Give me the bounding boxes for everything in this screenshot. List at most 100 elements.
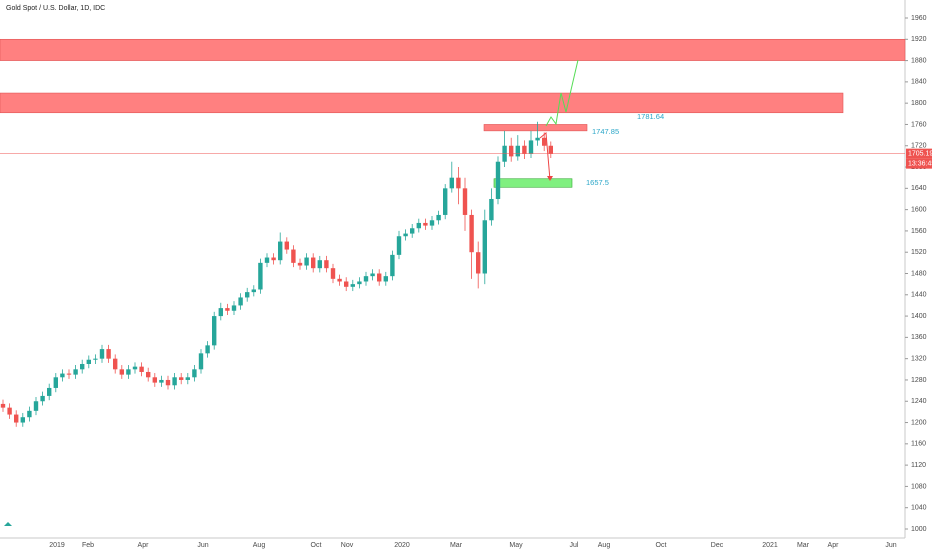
candle-body [304, 257, 309, 266]
candle-body [278, 241, 283, 261]
candle-body [396, 236, 402, 255]
y-tick-label: 1920 [911, 36, 927, 43]
bullish-projection [545, 59, 579, 127]
candle-body [159, 379, 164, 383]
candle-body [297, 262, 303, 266]
candle-body [271, 257, 276, 261]
candle-body [495, 161, 501, 199]
price-axis: 1000 1040 1080 1120 1160 1200 1240 1280 1320 1360… [49, 15, 932, 549]
candle-body [113, 358, 118, 370]
candle-body [416, 222, 421, 229]
candle-body [93, 358, 98, 360]
y-tick-label: 1160 [911, 441, 926, 448]
x-tick-label: Feb [82, 542, 94, 549]
y-tick-label: 1560 [911, 228, 927, 235]
candle-body [357, 281, 362, 285]
candle-body [363, 276, 369, 282]
candle-body [132, 366, 138, 370]
x-tick-label: Apr [828, 542, 840, 549]
x-tick-label: Jun [197, 542, 208, 549]
candle-body [205, 345, 210, 354]
y-tick-label: 1760 [911, 121, 927, 128]
candle-body [443, 188, 448, 215]
x-tick-label: Apr [138, 542, 150, 549]
candle-body [192, 369, 197, 378]
y-tick-label: 1280 [911, 377, 927, 384]
candle-body [390, 254, 395, 277]
candle-body [53, 377, 58, 388]
candle-body [80, 363, 85, 370]
x-tick-label: 2020 [394, 542, 410, 549]
candle-body [198, 353, 204, 370]
x-tick-label: Oct [311, 542, 322, 549]
y-tick-label: 1520 [911, 249, 927, 256]
candle-body [317, 260, 322, 269]
candle-body [126, 369, 131, 375]
candle-body [139, 366, 144, 372]
candle-body [522, 145, 527, 154]
zones: 1781.64 1747.85 1657.5 [0, 38, 906, 188]
x-tick-label: Nov [341, 542, 354, 549]
candle-body [47, 387, 52, 396]
candle-body [429, 220, 435, 226]
candle-body [449, 177, 454, 189]
candle-body [165, 379, 171, 386]
y-tick-label: 1440 [911, 292, 927, 299]
candle-body [231, 305, 237, 311]
candle-body [33, 401, 39, 411]
candle-body [251, 289, 256, 293]
candle-body [20, 417, 25, 423]
y-tick-label: 1480 [911, 270, 927, 277]
zone [0, 92, 844, 114]
candle-body [99, 349, 105, 359]
candle-body [515, 145, 520, 157]
y-tick-label: 1840 [911, 79, 927, 86]
y-tick-label: 1960 [911, 15, 927, 22]
y-tick-label: 1720 [911, 143, 927, 150]
zone-label: 1747.85 [592, 127, 619, 136]
y-tick-label: 1360 [911, 334, 927, 341]
zone-label: 1657.5 [586, 178, 609, 187]
candle-body [528, 140, 534, 154]
candle-body [60, 373, 65, 378]
x-tick-label: Mar [450, 542, 463, 549]
y-tick-label: 1040 [911, 505, 927, 512]
candle-body [106, 349, 111, 359]
candle-body [40, 395, 45, 402]
x-tick-label: Aug [253, 542, 266, 549]
candle-body [245, 292, 250, 298]
x-tick-label: Jul [570, 542, 579, 549]
candle-body [86, 359, 91, 364]
candle-body [179, 377, 184, 380]
x-tick-label: Mar [797, 542, 810, 549]
candle-body [172, 377, 177, 386]
candle-body [462, 188, 468, 215]
candle-body [146, 371, 151, 378]
x-tick-label: Aug [598, 542, 611, 549]
y-tick-label: 1320 [911, 356, 927, 363]
candle-body [509, 145, 514, 157]
candle-body [489, 198, 494, 221]
candle-body [350, 284, 355, 287]
candle-body [337, 278, 342, 282]
candle-body [284, 241, 289, 250]
candle-body [258, 262, 263, 290]
y-tick-label: 1400 [911, 313, 927, 320]
zone [493, 178, 573, 188]
countdown-label: 13:36:45 [908, 160, 932, 167]
last-price-tag [906, 148, 932, 159]
chart-title: Gold Spot / U.S. Dollar, 1D, IDC [6, 5, 105, 12]
candle-body [7, 407, 12, 415]
candle-body [383, 276, 388, 282]
candle-body [548, 145, 553, 154]
candle-body [27, 410, 32, 418]
candle-body [403, 233, 408, 237]
candle-body [324, 260, 329, 269]
candle-body [370, 273, 375, 277]
bearish-projection [539, 132, 551, 181]
countdown-tag [906, 158, 932, 169]
candle-body [344, 281, 349, 287]
candle-body [185, 377, 190, 380]
candle-body [152, 377, 157, 383]
